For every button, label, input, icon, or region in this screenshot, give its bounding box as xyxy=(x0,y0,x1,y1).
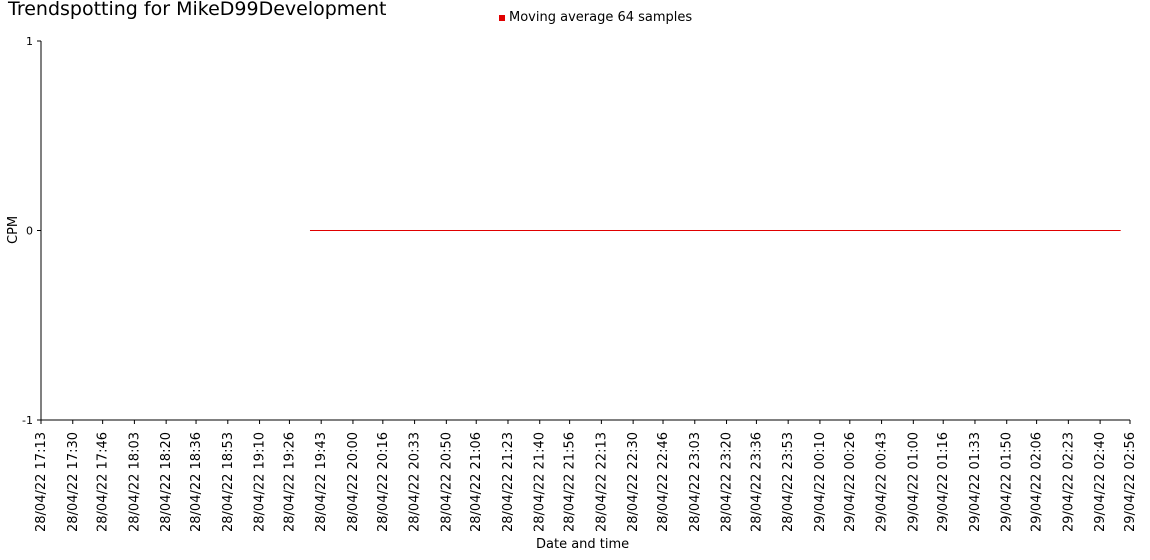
x-tick-label: 28/04/22 22:46 xyxy=(656,432,671,532)
x-tick-label: 28/04/22 21:56 xyxy=(563,432,578,532)
x-tick-label: 28/04/22 17:46 xyxy=(96,432,111,532)
x-tick-label: 28/04/22 23:53 xyxy=(781,432,796,532)
x-tick-label: 28/04/22 18:36 xyxy=(189,432,204,532)
x-tick-label: 29/04/22 01:33 xyxy=(968,432,983,532)
x-tick-label: 28/04/22 18:03 xyxy=(127,432,142,532)
legend-swatch xyxy=(499,14,505,21)
x-tick-label: 29/04/22 00:10 xyxy=(813,432,828,532)
x-tick-label: 28/04/22 23:03 xyxy=(688,432,703,532)
x-tick-label: 28/04/22 21:40 xyxy=(533,432,548,532)
x-tick-label: 29/04/22 01:50 xyxy=(1000,432,1015,532)
x-tick-label: 28/04/22 17:30 xyxy=(66,432,81,532)
x-tick-label: 28/04/22 19:10 xyxy=(253,432,268,532)
x-tick-label: 28/04/22 20:00 xyxy=(346,432,361,532)
x-tick-label: 29/04/22 00:26 xyxy=(843,432,858,532)
x-tick-label: 28/04/22 20:16 xyxy=(376,432,391,532)
x-tick-label: 28/04/22 22:30 xyxy=(626,432,641,532)
y-tick-label: -1 xyxy=(22,414,33,427)
x-tick-label: 29/04/22 01:16 xyxy=(936,432,951,532)
x-tick-label: 29/04/22 02:56 xyxy=(1123,432,1138,532)
legend: Moving average 64 samples xyxy=(499,10,692,25)
chart-title: Trendspotting for MikeD99Development xyxy=(8,0,387,20)
x-tick-label: 29/04/22 00:43 xyxy=(875,432,890,532)
x-tick-label: 29/04/22 02:40 xyxy=(1093,432,1108,532)
x-tick-label: 28/04/22 22:13 xyxy=(594,432,609,532)
x-tick-label: 28/04/22 19:43 xyxy=(314,432,329,532)
x-tick-label: 28/04/22 23:20 xyxy=(720,432,735,532)
x-tick-label: 28/04/22 21:23 xyxy=(501,432,516,532)
legend-label: Moving average 64 samples xyxy=(509,10,693,25)
x-tick-label: 28/04/22 20:33 xyxy=(408,432,423,532)
y-tick-label: 1 xyxy=(26,35,33,48)
y-tick-label: 0 xyxy=(26,225,33,238)
x-tick-label: 28/04/22 21:06 xyxy=(469,432,484,532)
x-tick-label: 28/04/22 23:36 xyxy=(749,432,764,532)
x-tick-label: 28/04/22 20:50 xyxy=(439,432,454,532)
x-tick-label: 29/04/22 02:23 xyxy=(1061,432,1076,532)
x-tick-label: 28/04/22 19:26 xyxy=(282,432,297,532)
x-axis-label: Date and time xyxy=(536,537,630,552)
x-tick-label: 28/04/22 18:20 xyxy=(159,432,174,532)
x-tick-label: 28/04/22 17:13 xyxy=(34,432,49,532)
x-tick-label: 29/04/22 02:06 xyxy=(1030,432,1045,532)
x-tick-label: 28/04/22 18:53 xyxy=(221,432,236,532)
x-tick-label: 29/04/22 01:00 xyxy=(906,432,921,532)
